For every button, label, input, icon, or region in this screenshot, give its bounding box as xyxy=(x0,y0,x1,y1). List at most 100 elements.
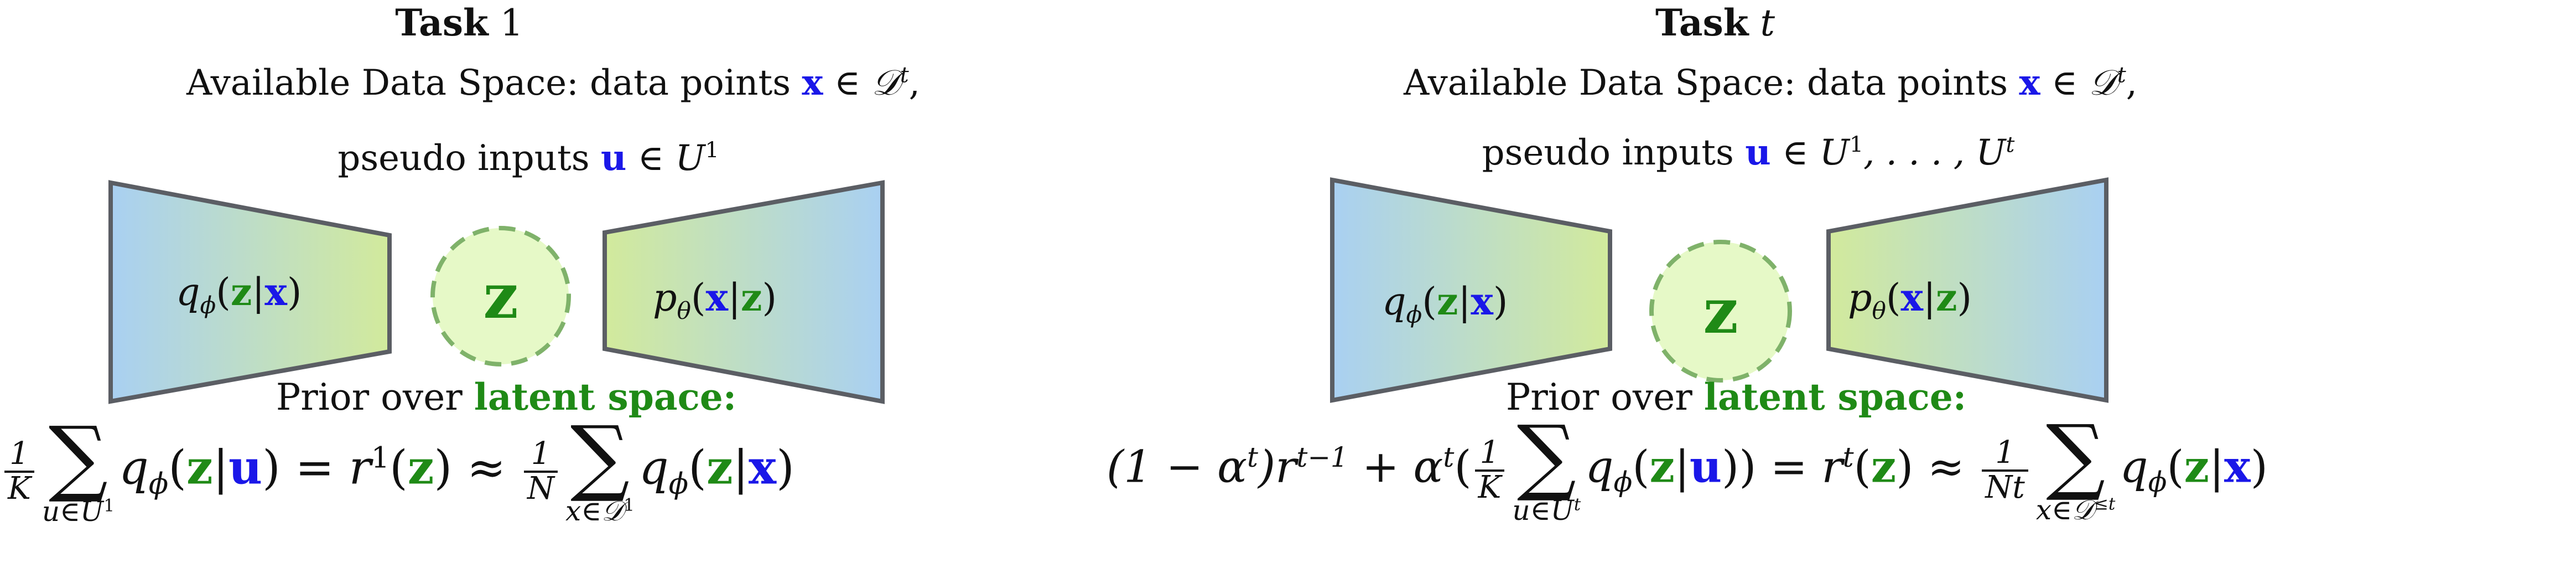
eq-r-sup: 1 xyxy=(371,441,389,475)
pseudo-inputs-line: pseudo inputs u ∈ U1 xyxy=(337,137,719,179)
decoder-p: p xyxy=(653,276,677,320)
eq-q-sub: ϕ xyxy=(148,467,169,501)
eq-sum-1-sub: u∈U xyxy=(1512,494,1574,526)
eq-q-u: u xyxy=(1689,440,1722,493)
data-space-text: Available Data Space: data points xyxy=(1404,63,2008,104)
data-space-line: Available Data Space: data points x ∈ 𝒟t… xyxy=(186,62,920,104)
pseudo-set-rest-sup: t xyxy=(2006,132,2015,158)
task-title-index: t xyxy=(1760,2,1775,44)
data-set: ∈ 𝒟 xyxy=(2051,63,2117,104)
decoder-z: z xyxy=(1935,276,1957,320)
prior-line: Prior over latent space: xyxy=(1506,375,1966,419)
eq-frac-2: 1 Nt xyxy=(1982,436,2028,504)
prior-text: Prior over xyxy=(276,376,463,419)
encoder-label: qϕ(z|x) xyxy=(176,270,302,319)
eq-lead: (1 − α xyxy=(1107,441,1248,493)
eq-q: q xyxy=(1585,441,1614,493)
pseudo-text: pseudo inputs xyxy=(337,138,590,179)
eq-q-z: z xyxy=(186,440,213,495)
data-trail: , xyxy=(908,63,920,104)
data-space-line: Available Data Space: data points x ∈ 𝒟t… xyxy=(1404,62,2137,104)
decoder-x: x xyxy=(1900,276,1923,320)
eq-sum-1: ∑ u∈Ut xyxy=(1512,407,1581,526)
pseudo-set-sup: 1 xyxy=(1849,132,1863,158)
eq-sum-2: ∑ x∈𝒟1 xyxy=(565,409,635,527)
panel-task-t: Task t Available Data Space: data points… xyxy=(1107,0,2576,573)
latent-circle xyxy=(1649,240,1792,383)
eq-open: ( xyxy=(1454,441,1472,493)
latent-z: z xyxy=(1703,275,1738,348)
eq-frac-1-num: 1 xyxy=(1474,436,1505,472)
eq-lead2: )r xyxy=(1258,441,1297,493)
eq-q2-z: z xyxy=(706,440,733,495)
eq-q2-x: x xyxy=(748,440,777,495)
data-set-sup: t xyxy=(900,62,909,88)
prior-text: Prior over xyxy=(1505,376,1692,419)
encoder-sub: ϕ xyxy=(200,291,216,319)
decoder-sub: θ xyxy=(677,297,691,324)
prior-highlight: latent space: xyxy=(1704,375,1967,419)
decoder-label: pθ(x|z) xyxy=(1848,276,1972,324)
eq-sum-1-sup: t xyxy=(1573,494,1581,514)
task-title-word: Task xyxy=(395,1,489,44)
eq-q-z: z xyxy=(1649,440,1675,493)
eq-sum-1: ∑ u∈U1 xyxy=(41,409,115,528)
task-title-word: Task xyxy=(1655,1,1749,44)
data-symbol: x xyxy=(802,62,823,104)
eq-equals-r: = r xyxy=(1770,441,1843,493)
decoder-label: pθ(x|z) xyxy=(653,276,777,324)
eq-sum-2-sub: x∈𝒟 xyxy=(2035,494,2094,526)
data-space-text: Available Data Space: data points xyxy=(186,63,791,104)
pseudo-text: pseudo inputs xyxy=(1482,132,1734,173)
encoder-x: x xyxy=(264,270,287,314)
decoder-trapezoid xyxy=(603,180,885,404)
eq-frac-1-num: 1 xyxy=(4,437,34,473)
eq-approx: ≈ xyxy=(1927,441,1965,493)
eq-r-z: z xyxy=(407,440,434,495)
eq-frac-1-den: K xyxy=(1478,469,1502,505)
eq-equals-r: = r xyxy=(295,440,371,495)
data-symbol: x xyxy=(2019,62,2040,104)
eq-approx: ≈ xyxy=(466,440,506,495)
eq-q2-sub: ϕ xyxy=(668,467,689,501)
eq-q2: q xyxy=(638,440,669,495)
prior-equation: 1 K ∑ u∈U1 qϕ(z|u) = r1(z) ≈ 1 N ∑ x∈𝒟1 qϕ(z|x) xyxy=(1,415,794,528)
encoder-q: q xyxy=(176,271,200,314)
latent-z: z xyxy=(483,260,518,333)
task-title: Task t xyxy=(1655,1,1775,44)
encoder-z: z xyxy=(1436,280,1458,324)
eq-frac-2-num: 1 xyxy=(524,437,558,473)
pseudo-symbol: u xyxy=(1745,132,1771,173)
task-title: Task 1 xyxy=(395,1,523,44)
data-trail: , xyxy=(2126,63,2137,104)
eq-sum-2: ∑ x∈𝒟≤t xyxy=(2035,407,2116,526)
data-set-sup: t xyxy=(2117,62,2126,88)
eq-q: q xyxy=(118,440,149,495)
encoder-q: q xyxy=(1382,280,1406,324)
panel-task-1: Task 1 Available Data Space: data points… xyxy=(0,0,1217,573)
latent-circle xyxy=(430,226,571,366)
prior-line: Prior over latent space: xyxy=(276,375,736,419)
decoder-z: z xyxy=(740,276,762,320)
encoder-z: z xyxy=(230,270,252,314)
eq-q2-z: z xyxy=(2184,440,2210,493)
eq-lead2-sup: t−1 xyxy=(1296,441,1348,473)
eq-q2-x: x xyxy=(2224,440,2251,493)
pseudo-set-rest: , . . . , U xyxy=(1863,132,2006,173)
decoder-x: x xyxy=(705,276,728,320)
model-shapes xyxy=(1330,177,2108,403)
eq-plus-sup: t xyxy=(1443,441,1455,473)
pseudo-set-sup: 1 xyxy=(705,137,719,163)
eq-q2: q xyxy=(2120,441,2148,493)
encoder-label: qϕ(z|x) xyxy=(1382,280,1508,328)
prior-highlight: latent space: xyxy=(474,375,737,419)
encoder-trapezoid xyxy=(108,180,392,404)
encoder-trapezoid xyxy=(1330,177,1612,403)
eq-sum-1-sub: u∈U xyxy=(41,495,104,528)
eq-frac-1-den: K xyxy=(8,470,31,507)
eq-sum-2-sup: ≤t xyxy=(2094,494,2116,514)
eq-q-u: u xyxy=(228,440,263,495)
encoder-sub: ϕ xyxy=(1406,301,1422,328)
eq-q-sub: ϕ xyxy=(1613,466,1633,498)
